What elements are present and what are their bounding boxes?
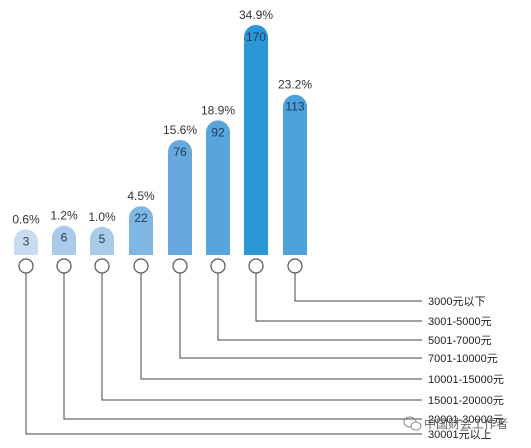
- bar-value-label: 3: [23, 234, 30, 248]
- connector-line: [179, 273, 422, 359]
- wechat-icon: [403, 416, 422, 431]
- connector-line: [294, 273, 422, 302]
- bar: [52, 225, 76, 255]
- bar-base-circle: [56, 258, 72, 274]
- bar-base-circle: [287, 258, 303, 274]
- bars-group: [14, 25, 307, 274]
- bar-base-circle: [18, 258, 34, 274]
- bar-value-label: 76: [173, 145, 187, 159]
- category-label: 15001-20000元: [428, 395, 504, 407]
- connector-line: [140, 273, 422, 380]
- category-label: 30001元以上: [428, 428, 492, 441]
- bar-value-label: 170: [246, 30, 266, 44]
- bar: [206, 120, 230, 255]
- connector-lines: [25, 273, 422, 435]
- bar-percent-label: 23.2%: [278, 78, 312, 92]
- bar-value-label: 113: [285, 100, 304, 114]
- bar-base-circle: [210, 258, 226, 274]
- connector-line: [63, 273, 422, 420]
- bar: [14, 229, 38, 255]
- bar-percent-label: 1.2%: [50, 209, 78, 223]
- bar-percent-label: 15.6%: [163, 123, 197, 137]
- bar-base-circle: [248, 258, 264, 274]
- bar-percent-label: 0.6%: [12, 212, 40, 226]
- watermark-text: 中国财会工作者: [424, 416, 508, 431]
- connector-line: [101, 273, 422, 401]
- category-label: 3001-5000元: [428, 316, 492, 328]
- bar-value-label: 5: [99, 232, 106, 246]
- watermark: 中国财会工作者: [403, 416, 508, 431]
- bar-percent-label: 18.9%: [201, 103, 235, 117]
- bar: [168, 140, 192, 255]
- bar: [90, 226, 114, 255]
- bar: [244, 25, 268, 255]
- category-label: 3000元以下: [428, 296, 485, 308]
- category-label: 7001-10000元: [428, 353, 498, 365]
- bar: [283, 94, 307, 255]
- bar: [129, 206, 153, 255]
- connector-line: [255, 273, 422, 322]
- bar-value-label: 22: [134, 211, 148, 225]
- category-label: 10001-15000元: [428, 374, 504, 386]
- bar-base-circle: [172, 258, 188, 274]
- bar-percent-label: 4.5%: [127, 189, 155, 203]
- bar-value-label: 6: [61, 231, 68, 245]
- bar-percent-label: 34.9%: [239, 8, 273, 22]
- connector-line: [25, 273, 422, 435]
- connector-line: [217, 273, 422, 341]
- labels-group: 3 0.6% 30001元以上 6 1.2% 20001-30000元 5 1.0% 15001…: [12, 8, 504, 441]
- category-label: 5001-7000元: [428, 335, 492, 347]
- bar-base-circle: [133, 258, 149, 274]
- bar-percent-label: 1.0%: [88, 210, 116, 224]
- category-label: 20001-30000元: [428, 414, 504, 426]
- bar-base-circle: [94, 258, 110, 274]
- bar-value-label: 92: [211, 125, 225, 139]
